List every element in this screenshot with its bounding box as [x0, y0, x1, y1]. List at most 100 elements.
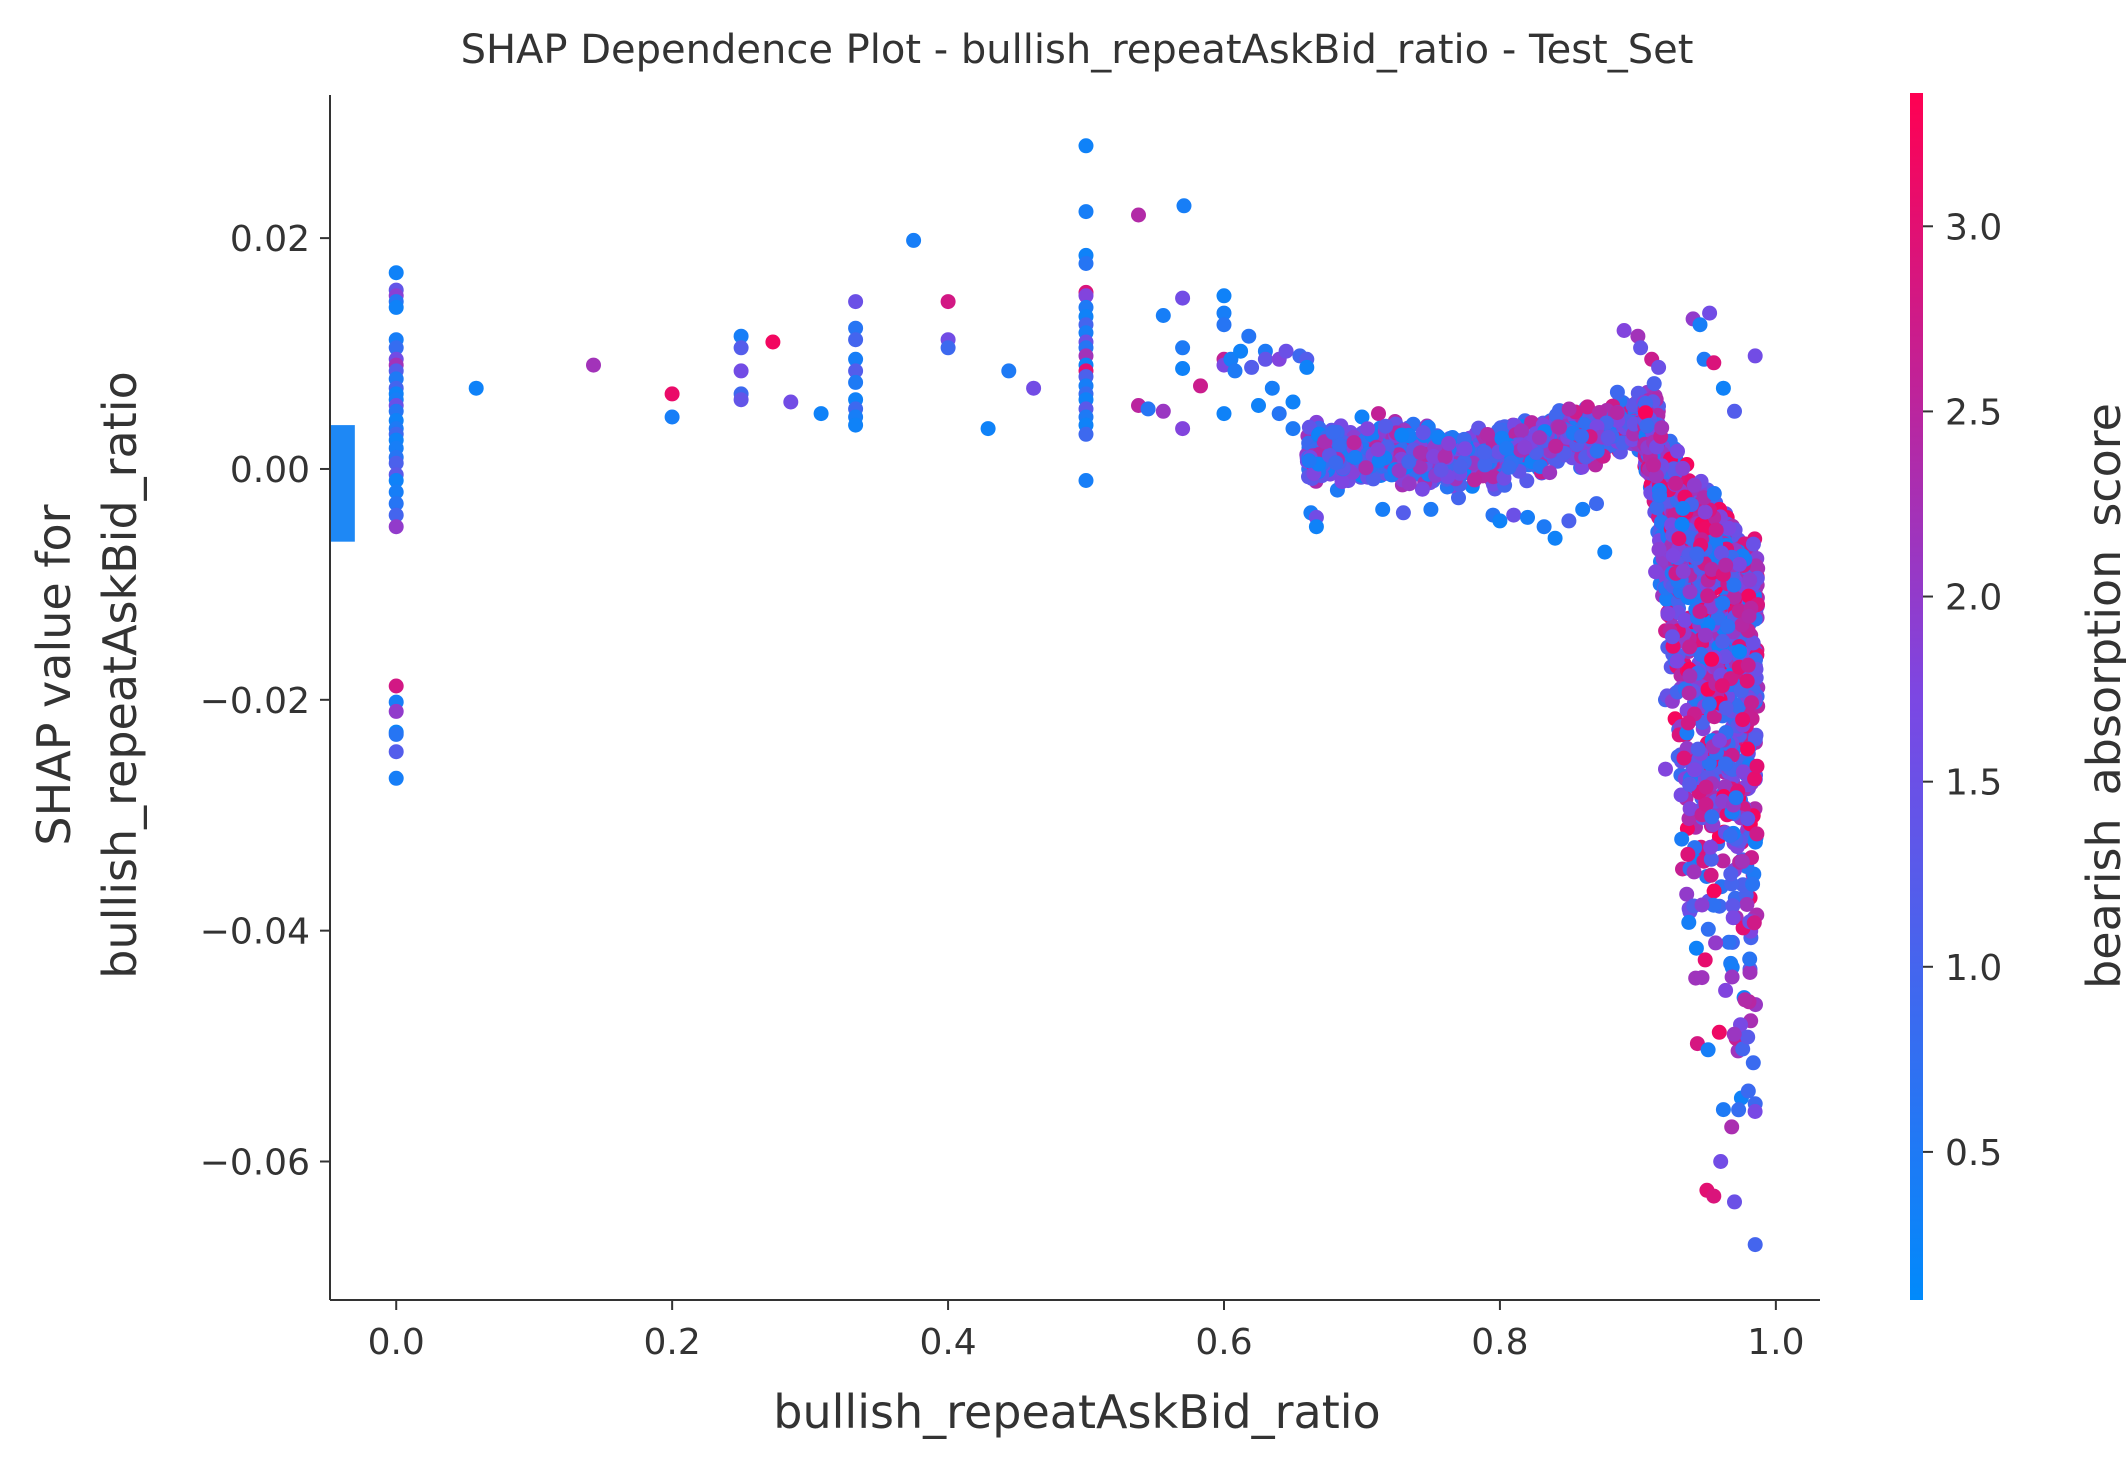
scatter-point [1706, 1188, 1722, 1204]
scatter-point [1517, 439, 1533, 455]
scatter-point [388, 340, 404, 356]
x-tick-label: 0.2 [644, 1322, 701, 1363]
scatter-point [848, 294, 864, 310]
scatter-point [1630, 328, 1646, 344]
scatter-point [388, 703, 404, 719]
scatter-point [1589, 443, 1605, 459]
scatter-point [1735, 1041, 1751, 1057]
scatter-point [1675, 460, 1691, 476]
scatter-point [1681, 685, 1697, 701]
scatter-point [1676, 750, 1692, 766]
y-axis-label-line2: bullish_repeatAskBid_ratio [93, 371, 147, 978]
scatter-point [813, 406, 829, 422]
colorbar [1910, 93, 1923, 1300]
scatter-point [1574, 428, 1589, 444]
scatter-point [1712, 733, 1727, 748]
scatter-point [1548, 407, 1564, 423]
scatter-point [1724, 969, 1740, 985]
scatter-point [1264, 380, 1280, 396]
scatter-point [1701, 696, 1717, 712]
scatter-point [1718, 700, 1734, 716]
scatter-point [1580, 399, 1595, 415]
scatter-point [388, 484, 404, 500]
scatter-point [1740, 1029, 1756, 1045]
scatter-point [1467, 472, 1482, 488]
scatter-point [1732, 644, 1747, 659]
scatter-point [1740, 657, 1756, 673]
scatter-point [1728, 790, 1744, 806]
scatter-point [388, 455, 404, 471]
scatter-point [1477, 457, 1493, 473]
scatter-point [1412, 445, 1428, 461]
scatter-point [1271, 406, 1287, 422]
x-axis-label: bullish_repeatAskBid_ratio [773, 1385, 1380, 1439]
scatter-point [1457, 441, 1473, 457]
scatter-point [1726, 577, 1742, 593]
scatter-point [1677, 612, 1693, 628]
scatter-point [1688, 940, 1704, 956]
scatter-point [1749, 758, 1765, 774]
scatter-point [733, 392, 749, 408]
scatter-point [1702, 305, 1718, 321]
scatter-point [1646, 376, 1662, 392]
scatter-point [1175, 361, 1191, 376]
scatter-point [1078, 473, 1094, 488]
scatter-point [1718, 756, 1733, 772]
y-tick-label: −0.06 [200, 1142, 310, 1183]
scatter-point [1675, 501, 1691, 516]
scatter-point [1078, 138, 1094, 154]
colorbar-label: bearish_absorption_score [2077, 403, 2126, 989]
scatter-point [1682, 801, 1698, 817]
scatter-point [1415, 425, 1431, 441]
scatter-point [1437, 449, 1453, 465]
scatter-point [1575, 501, 1591, 517]
scatter-point [1706, 883, 1722, 899]
scatter-point [1734, 854, 1750, 869]
scatter-point [1682, 668, 1698, 684]
scatter-point [1646, 457, 1661, 473]
scatter-point [1721, 520, 1737, 536]
scatter-point [906, 232, 922, 248]
scatter-point [1665, 548, 1681, 563]
scatter-point [1731, 557, 1747, 572]
scatter-point [1703, 851, 1719, 867]
scatter-point [1692, 604, 1708, 619]
scatter-point [1589, 496, 1604, 512]
scatter-point [1747, 771, 1763, 787]
scatter-point [1638, 405, 1653, 421]
scatter-point [1660, 606, 1676, 622]
scatter-point [1680, 846, 1696, 862]
scatter-point [1175, 290, 1191, 306]
scatter-point [848, 363, 864, 379]
scatter-point [1727, 403, 1742, 419]
scatter-point [388, 299, 404, 315]
scatter-point [1747, 1104, 1763, 1119]
y-axis-label-line1: SHAP value for [27, 504, 81, 845]
scatter-point [468, 380, 484, 396]
scatter-point [1285, 394, 1301, 410]
scatter-point [1285, 421, 1301, 437]
scatter-point [1708, 935, 1724, 951]
scatter-point [1715, 1102, 1731, 1118]
scatter-point [1742, 965, 1758, 980]
x-tick-label: 0.0 [368, 1322, 425, 1363]
scatter-point [1561, 513, 1577, 529]
y-tick-label: 0.00 [230, 450, 310, 491]
scatter-point [1742, 572, 1758, 588]
scatter-point [1659, 591, 1675, 607]
scatter-point [1740, 1083, 1756, 1099]
scatter-point [1726, 590, 1742, 605]
scatter-point [1700, 588, 1716, 604]
scatter-point [1697, 627, 1713, 643]
scatter-point [1131, 207, 1146, 223]
colorbar-tick-label: 0.5 [1945, 1133, 2002, 1174]
scatter-point [1176, 198, 1192, 214]
scatter-point [1724, 1119, 1740, 1135]
scatter-point [1739, 673, 1755, 689]
scatter-point [1394, 427, 1410, 443]
scatter-point [1740, 811, 1756, 827]
scatter-point [1726, 1026, 1742, 1042]
scatter-point [1547, 530, 1563, 546]
scatter-point [1741, 608, 1757, 624]
scatter-point [1727, 1194, 1742, 1210]
